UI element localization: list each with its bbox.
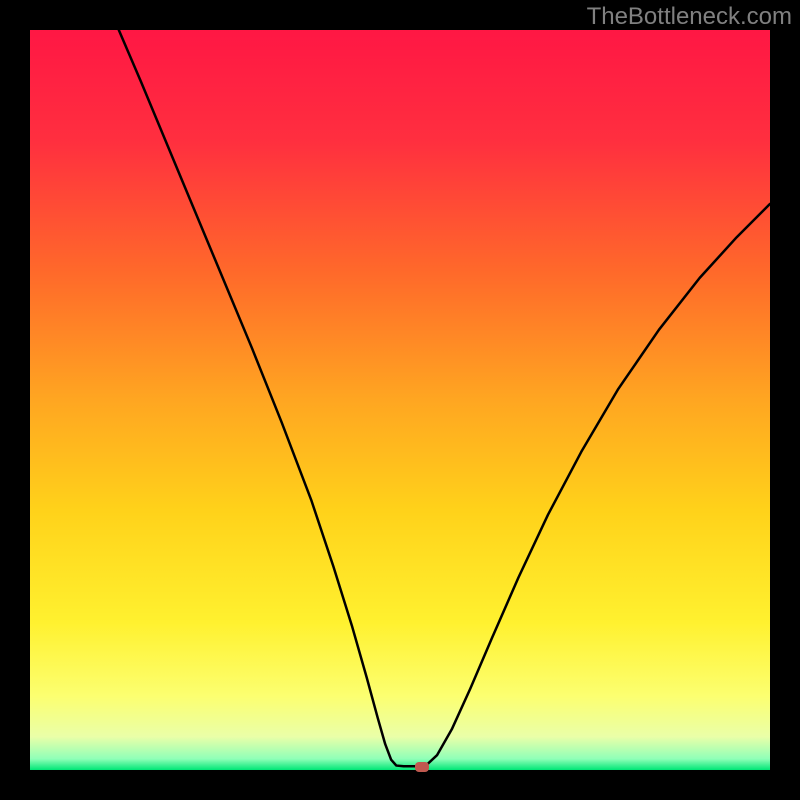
optimal-point-marker [415, 762, 429, 772]
chart-container: TheBottleneck.com [0, 0, 800, 800]
watermark-text: TheBottleneck.com [587, 3, 792, 31]
plot-gradient-background [30, 30, 770, 770]
